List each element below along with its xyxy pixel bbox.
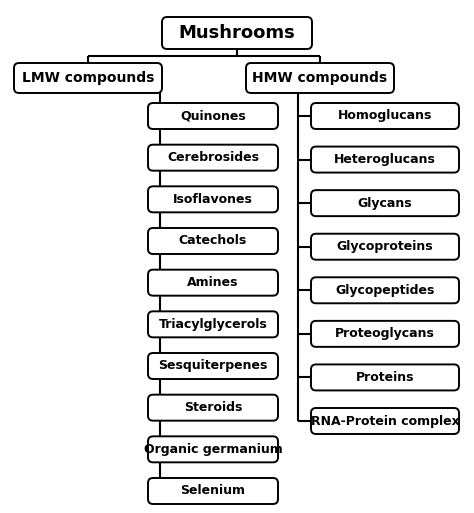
FancyBboxPatch shape [311, 321, 459, 347]
FancyBboxPatch shape [148, 437, 278, 462]
FancyBboxPatch shape [148, 228, 278, 254]
Text: Quinones: Quinones [180, 109, 246, 123]
FancyBboxPatch shape [148, 311, 278, 338]
FancyBboxPatch shape [162, 17, 312, 49]
Text: Heteroglucans: Heteroglucans [334, 153, 436, 166]
FancyBboxPatch shape [311, 408, 459, 434]
FancyBboxPatch shape [148, 394, 278, 421]
FancyBboxPatch shape [14, 63, 162, 93]
Text: Glycans: Glycans [358, 196, 412, 210]
FancyBboxPatch shape [148, 186, 278, 212]
FancyBboxPatch shape [148, 478, 278, 504]
Text: HMW compounds: HMW compounds [253, 71, 388, 85]
FancyBboxPatch shape [311, 278, 459, 303]
FancyBboxPatch shape [311, 103, 459, 129]
Text: Sesquiterpenes: Sesquiterpenes [158, 360, 268, 372]
Text: Glycopeptides: Glycopeptides [335, 284, 435, 297]
FancyBboxPatch shape [148, 145, 278, 171]
Text: RNA-Protein complex: RNA-Protein complex [310, 415, 459, 427]
Text: LMW compounds: LMW compounds [22, 71, 154, 85]
Text: Triacylglycerols: Triacylglycerols [159, 318, 267, 331]
FancyBboxPatch shape [148, 353, 278, 379]
Text: Catechols: Catechols [179, 234, 247, 247]
FancyBboxPatch shape [311, 190, 459, 216]
Text: Steroids: Steroids [184, 401, 242, 414]
Text: Proteins: Proteins [356, 371, 414, 384]
FancyBboxPatch shape [148, 270, 278, 295]
Text: Glycoproteins: Glycoproteins [337, 240, 433, 253]
FancyBboxPatch shape [311, 234, 459, 260]
Text: Mushrooms: Mushrooms [179, 24, 295, 42]
FancyBboxPatch shape [311, 147, 459, 172]
FancyBboxPatch shape [311, 364, 459, 390]
Text: Homoglucans: Homoglucans [338, 109, 432, 123]
Text: Selenium: Selenium [181, 484, 246, 498]
Text: Amines: Amines [187, 276, 239, 289]
Text: Isoflavones: Isoflavones [173, 193, 253, 206]
FancyBboxPatch shape [148, 103, 278, 129]
Text: Cerebrosides: Cerebrosides [167, 151, 259, 164]
Text: Organic germanium: Organic germanium [144, 443, 283, 456]
FancyBboxPatch shape [246, 63, 394, 93]
Text: Proteoglycans: Proteoglycans [335, 327, 435, 340]
